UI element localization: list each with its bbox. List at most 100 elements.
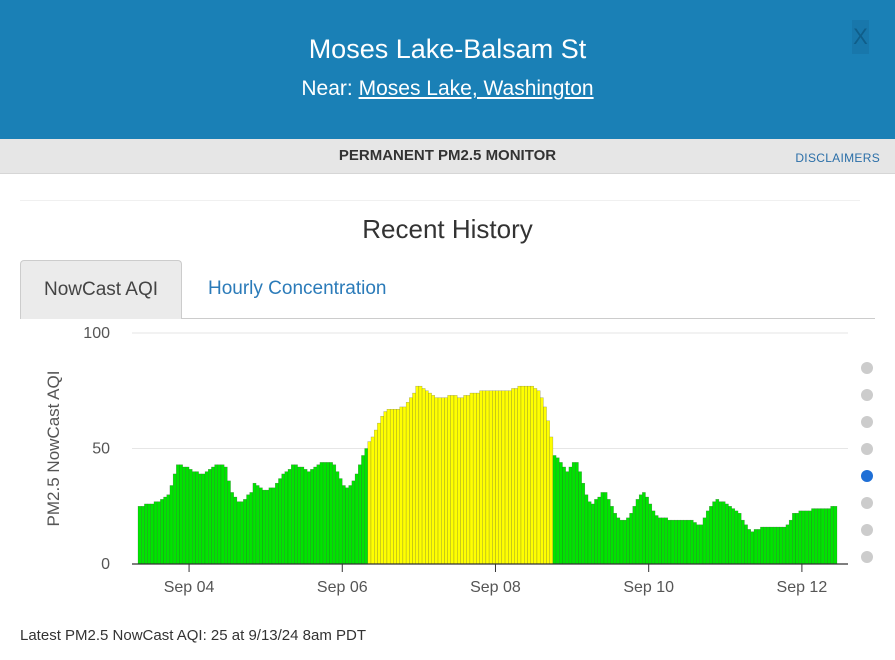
aqi-bar <box>380 415 384 565</box>
aqi-bar <box>389 409 394 565</box>
aqi-bar <box>785 524 790 565</box>
aqi-bar <box>476 392 480 565</box>
aqi-bar <box>233 496 238 565</box>
carousel-dot[interactable] <box>861 416 873 428</box>
location-link[interactable]: Moses Lake, Washington <box>358 77 594 100</box>
aqi-bar <box>546 420 550 565</box>
aqi-bar <box>725 503 729 565</box>
aqi-bar <box>559 462 563 565</box>
aqi-bar <box>374 429 378 565</box>
y-tick-label: 50 <box>92 441 110 458</box>
aqi-bar <box>750 531 755 565</box>
carousel-dot[interactable] <box>861 551 873 563</box>
aqi-bar <box>584 494 589 565</box>
aqi-bar <box>757 529 761 565</box>
disclaimers-link[interactable]: DISCLAIMERS <box>795 151 880 165</box>
aqi-bar <box>824 508 828 565</box>
aqi-bar <box>326 462 330 565</box>
aqi-bar <box>677 519 681 565</box>
aqi-bar <box>654 515 659 565</box>
tab-hourly-concentration[interactable]: Hourly Concentration <box>208 278 387 299</box>
aqi-bar <box>144 503 148 565</box>
aqi-bar <box>230 492 234 565</box>
carousel-dot[interactable] <box>861 524 873 536</box>
aqi-bar <box>511 388 515 565</box>
aqi-bar <box>613 513 617 565</box>
aqi-bar <box>747 529 751 565</box>
aqi-bar <box>718 501 723 565</box>
aqi-bar <box>166 494 171 565</box>
aqi-bar <box>425 390 429 565</box>
close-button[interactable]: X <box>852 20 869 54</box>
aqi-bar <box>533 388 538 565</box>
aqi-bar <box>801 510 806 565</box>
aqi-bar <box>731 508 736 565</box>
aqi-bar <box>246 494 250 565</box>
aqi-bar <box>635 499 640 565</box>
aqi-bar <box>214 464 218 565</box>
aqi-bar <box>632 506 637 565</box>
aqi-bar <box>578 471 582 565</box>
monitor-type-bar: PERMANENT PM2.5 MONITOR DISCLAIMERS <box>0 139 895 174</box>
aqi-bar <box>316 464 321 565</box>
monitor-type: PERMANENT PM2.5 MONITOR <box>338 147 557 164</box>
aqi-bar <box>792 513 796 565</box>
aqi-bar <box>265 489 270 565</box>
aqi-bar <box>367 441 372 565</box>
aqi-bar <box>498 390 503 565</box>
aqi-bar <box>268 487 273 565</box>
aqi-bar <box>709 506 713 565</box>
aqi-bar <box>447 395 451 565</box>
aqi-bar <box>361 455 365 565</box>
aqi-bar <box>629 513 633 565</box>
aqi-bar <box>348 485 353 565</box>
aqi-bar <box>281 473 285 565</box>
y-tick-label: 100 <box>83 325 110 342</box>
aqi-bar <box>332 464 337 565</box>
aqi-bar <box>176 464 180 565</box>
aqi-bar <box>549 436 554 565</box>
aqi-bar <box>683 519 688 565</box>
aqi-bar <box>370 436 375 565</box>
aqi-bar <box>479 390 483 565</box>
aqi-bar <box>485 390 490 565</box>
aqi-bar <box>421 388 426 565</box>
aqi-bar <box>431 395 436 565</box>
aqi-bar <box>798 510 803 565</box>
aqi-bar <box>271 487 276 565</box>
aqi-bar <box>338 478 343 565</box>
aqi-bar <box>536 390 541 565</box>
aqi-bar <box>696 524 700 565</box>
aqi-bar <box>409 397 413 565</box>
aqi-bar <box>460 397 464 565</box>
aqi-bar <box>734 510 739 565</box>
aqi-bar <box>137 506 142 565</box>
aqi-bar <box>811 508 815 565</box>
aqi-bar <box>772 526 777 565</box>
aqi-bar <box>195 471 199 565</box>
aqi-bar <box>163 496 167 565</box>
carousel-dot[interactable] <box>861 389 873 401</box>
carousel-dot[interactable] <box>861 362 873 374</box>
aqi-bar <box>626 517 630 565</box>
aqi-bar <box>795 513 799 565</box>
carousel-dot[interactable] <box>861 497 873 509</box>
aqi-bar <box>211 466 215 565</box>
section-title: Recent History <box>362 214 533 244</box>
aqi-bar <box>501 390 506 565</box>
aqi-bar <box>728 506 732 565</box>
aqi-bar <box>402 406 407 565</box>
aqi-bar <box>721 501 726 565</box>
carousel-dot[interactable] <box>861 443 873 455</box>
aqi-bar <box>415 385 420 565</box>
tab-nowcast-aqi[interactable]: NowCast AQI <box>20 260 182 319</box>
aqi-bar <box>383 411 388 565</box>
aqi-bar <box>259 487 263 565</box>
aqi-bar <box>616 517 621 565</box>
aqi-bar <box>699 524 704 565</box>
latest-reading: Latest PM2.5 NowCast AQI: 25 at 9/13/24 … <box>20 627 367 644</box>
aqi-bar <box>275 482 279 565</box>
aqi-bar <box>814 508 819 565</box>
carousel-dot[interactable] <box>861 470 873 482</box>
aqi-bar <box>760 526 764 565</box>
